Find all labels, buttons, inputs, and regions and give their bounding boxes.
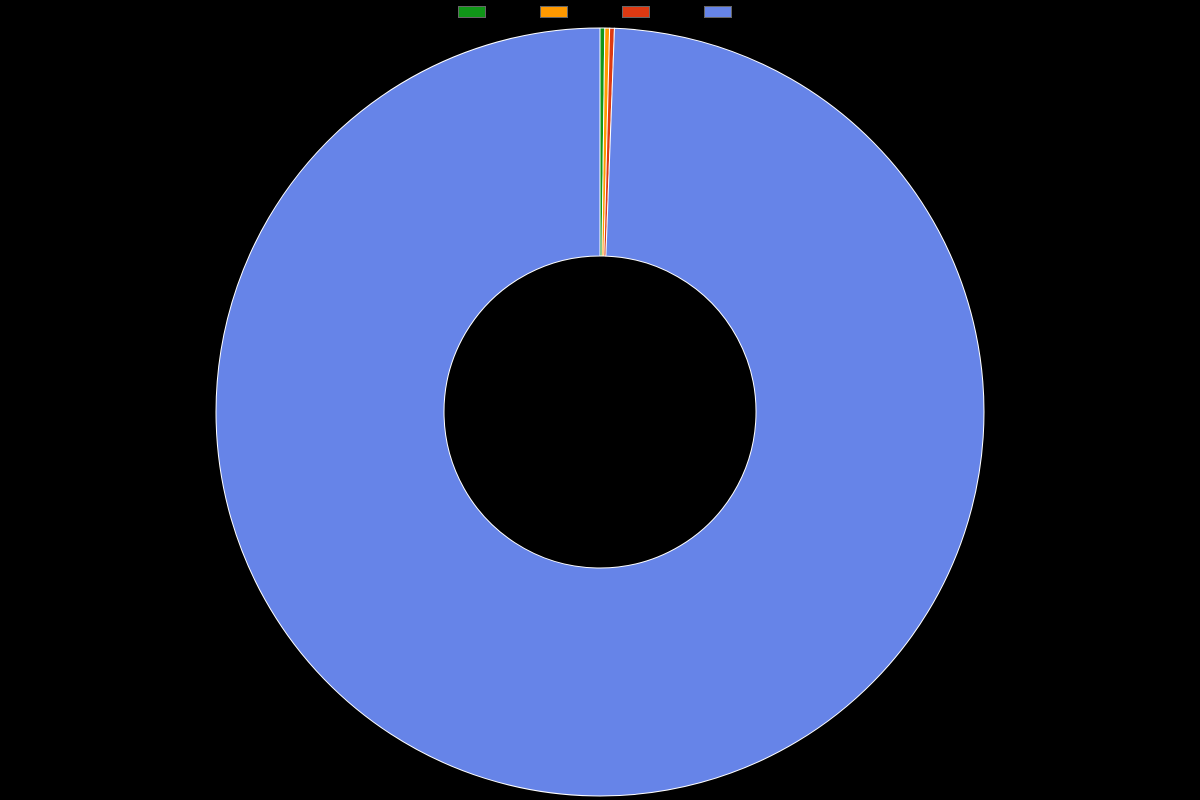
- chart-container: [0, 0, 1200, 800]
- donut-chart: [0, 0, 1200, 800]
- donut-slice-3[interactable]: [216, 28, 984, 796]
